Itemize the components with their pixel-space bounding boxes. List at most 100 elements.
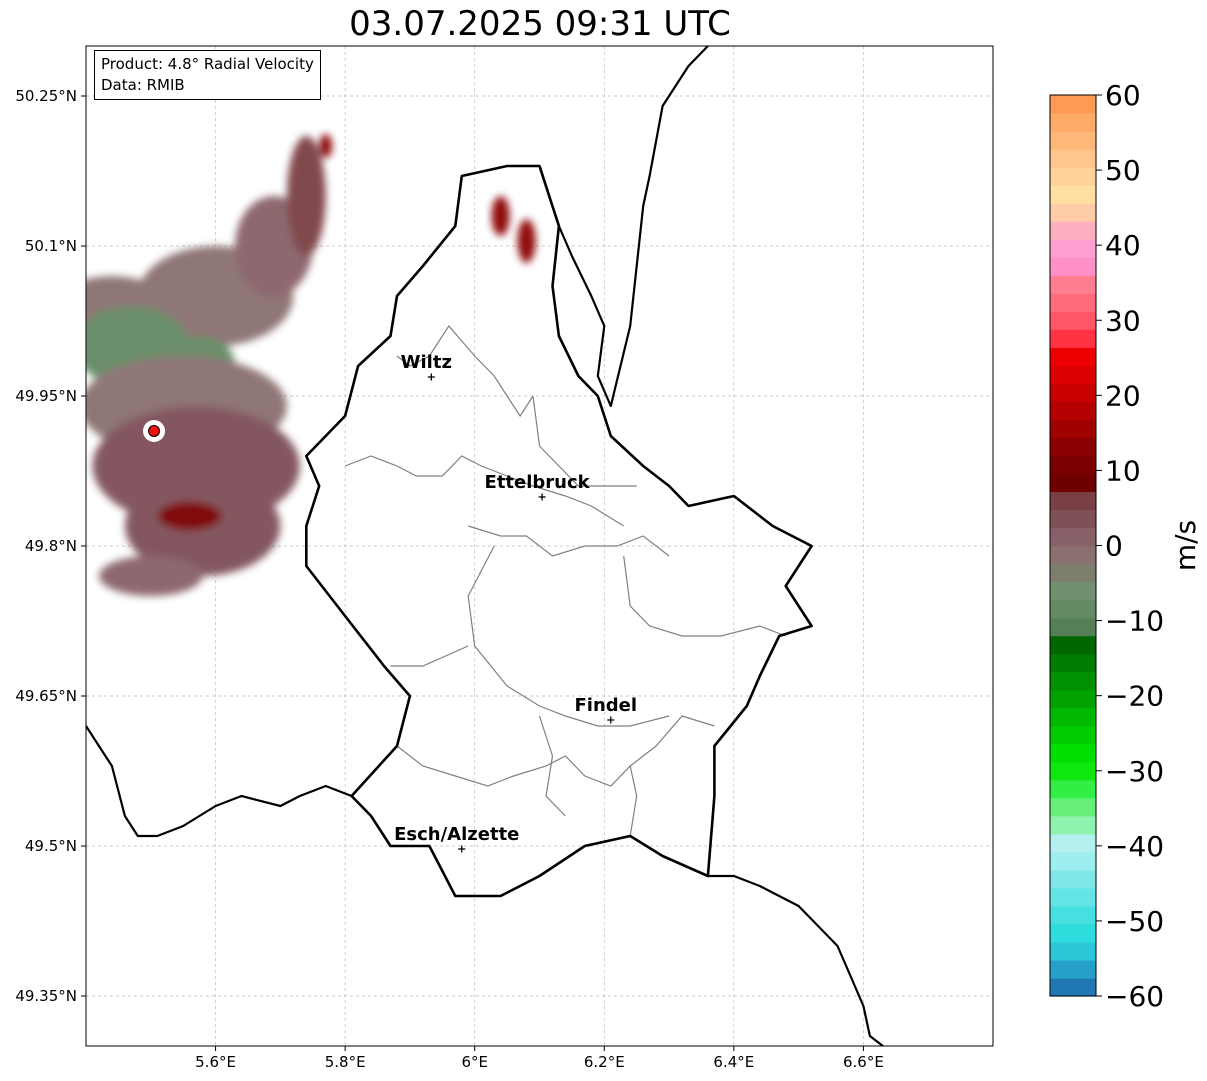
colorbar-segment — [1050, 797, 1096, 817]
lat-tick-label: 49.5°N — [25, 837, 77, 855]
colorbar-segment — [1050, 473, 1096, 493]
data-source-label: Data: RMIB — [101, 76, 185, 94]
colorbar-tick-label: 20 — [1105, 379, 1141, 412]
radar-site — [143, 420, 166, 442]
district-border — [390, 645, 469, 667]
luxembourg-border — [304, 164, 813, 898]
colorbar-segment — [1050, 599, 1096, 619]
colorbar-segment — [1050, 221, 1096, 240]
colorbar-segment — [1050, 977, 1096, 997]
colorbar-segment — [1050, 941, 1096, 961]
colorbar-tick-label: −20 — [1105, 680, 1164, 713]
colorbar-tick-label: −60 — [1105, 980, 1164, 1013]
colorbar-segment — [1050, 815, 1096, 835]
city-label: Wiltz — [401, 352, 452, 373]
city-label: Esch/Alzette — [394, 824, 519, 845]
city-label: Findel — [574, 695, 637, 716]
colorbar-segment — [1050, 527, 1096, 547]
lon-tick-label: 5.8°E — [325, 1053, 366, 1071]
colorbar-segment — [1050, 491, 1096, 511]
colorbar-segment — [1050, 905, 1096, 925]
echo-area — [98, 556, 203, 596]
colorbar-segment — [1050, 581, 1096, 601]
colorbar-segment — [1050, 185, 1096, 204]
lon-tick-label: 6.4°E — [713, 1053, 754, 1071]
colorbar-segment — [1050, 545, 1096, 565]
lat-tick-label: 49.8°N — [25, 537, 77, 555]
echo-area — [319, 134, 333, 158]
colorbar-segment — [1050, 635, 1096, 655]
lat-tick-label: 49.95°N — [15, 387, 77, 405]
lat-tick-label: 50.1°N — [25, 237, 77, 255]
colorbar-tick-label: 0 — [1105, 530, 1123, 563]
colorbar-segment — [1050, 275, 1096, 294]
colorbar-segment — [1050, 869, 1096, 889]
colorbar-tick-label: 50 — [1105, 154, 1141, 187]
colorbar-segment — [1050, 455, 1096, 475]
colorbar-tick-label: 10 — [1105, 454, 1141, 487]
colorbar-segment — [1050, 563, 1096, 583]
colorbar-segment — [1050, 347, 1096, 366]
lat-tick-label: 50.25°N — [15, 87, 77, 105]
figure-title: 03.07.2025 09:31 UTC — [349, 4, 731, 44]
colorbar-tick-label: 40 — [1105, 229, 1141, 262]
product-label: Product: 4.8° Radial Velocity — [101, 55, 314, 73]
border-north — [538, 46, 709, 408]
borders — [86, 46, 884, 1046]
district-border — [629, 765, 638, 837]
echo-area — [157, 501, 223, 531]
district-border — [468, 525, 670, 557]
colorbar-segment — [1050, 257, 1096, 276]
colorbar-segment — [1050, 167, 1096, 186]
border-southeast — [707, 874, 884, 1046]
colorbar-segment — [1050, 383, 1096, 402]
district-border — [532, 395, 637, 487]
district-border — [396, 715, 715, 787]
echo-area — [517, 219, 536, 263]
product-info-box: Product: 4.8° Radial Velocity Data: RMIB — [94, 50, 321, 100]
colorbar-tick-label: 60 — [1105, 79, 1141, 112]
lon-tick-label: 6.2°E — [584, 1053, 625, 1071]
colorbar-segment — [1050, 311, 1096, 330]
axis-ticks: 5.6°E 5.8°E 6°E 6.2°E 6.4°E 6.6°E 50.25°N 50.1°… — [15, 87, 884, 1071]
colorbar-segment — [1050, 725, 1096, 745]
lat-tick-label: 49.65°N — [15, 687, 77, 705]
lat-tick-label: 49.35°N — [15, 987, 77, 1005]
colorbar-segment — [1050, 833, 1096, 853]
colorbar-segment — [1050, 689, 1096, 709]
colorbar-segment — [1050, 887, 1096, 907]
colorbar-segment — [1050, 743, 1096, 763]
colorbar-tick-label: −40 — [1105, 830, 1164, 863]
lon-tick-label: 6°E — [461, 1053, 488, 1071]
colorbar-segment — [1050, 149, 1096, 168]
radar-echoes — [86, 134, 536, 596]
colorbar-segment — [1050, 617, 1096, 637]
echo-field — [86, 134, 536, 596]
colorbar-segment — [1050, 707, 1096, 727]
colorbar-segment — [1050, 239, 1096, 258]
colorbar-segment — [1050, 419, 1096, 438]
colorbar-segment — [1050, 509, 1096, 529]
colorbar-segment — [1050, 113, 1096, 132]
colorbar-segment — [1050, 851, 1096, 871]
colorbar-segment — [1050, 95, 1096, 114]
colorbar-tick-label: −30 — [1105, 755, 1164, 788]
echo-area — [286, 136, 326, 256]
colorbar-segment — [1050, 365, 1096, 384]
colorbar-segment — [1050, 779, 1096, 799]
colorbar-segment — [1050, 959, 1096, 979]
district-border — [396, 325, 534, 418]
colorbar-segment — [1050, 923, 1096, 943]
echo-area — [491, 196, 510, 236]
colorbar-segment — [1050, 329, 1096, 348]
lon-tick-label: 6.6°E — [843, 1053, 884, 1071]
colorbar-tick-label: −10 — [1105, 605, 1164, 638]
district-border — [467, 545, 670, 727]
colorbar-segment — [1050, 293, 1096, 312]
colorbar-segment — [1050, 653, 1096, 673]
cities: Wiltz Ettelbruck Findel Esch/Alzette — [394, 352, 637, 853]
lon-tick-label: 5.6°E — [195, 1053, 236, 1071]
colorbar-unit-label: m/s — [1169, 520, 1202, 571]
